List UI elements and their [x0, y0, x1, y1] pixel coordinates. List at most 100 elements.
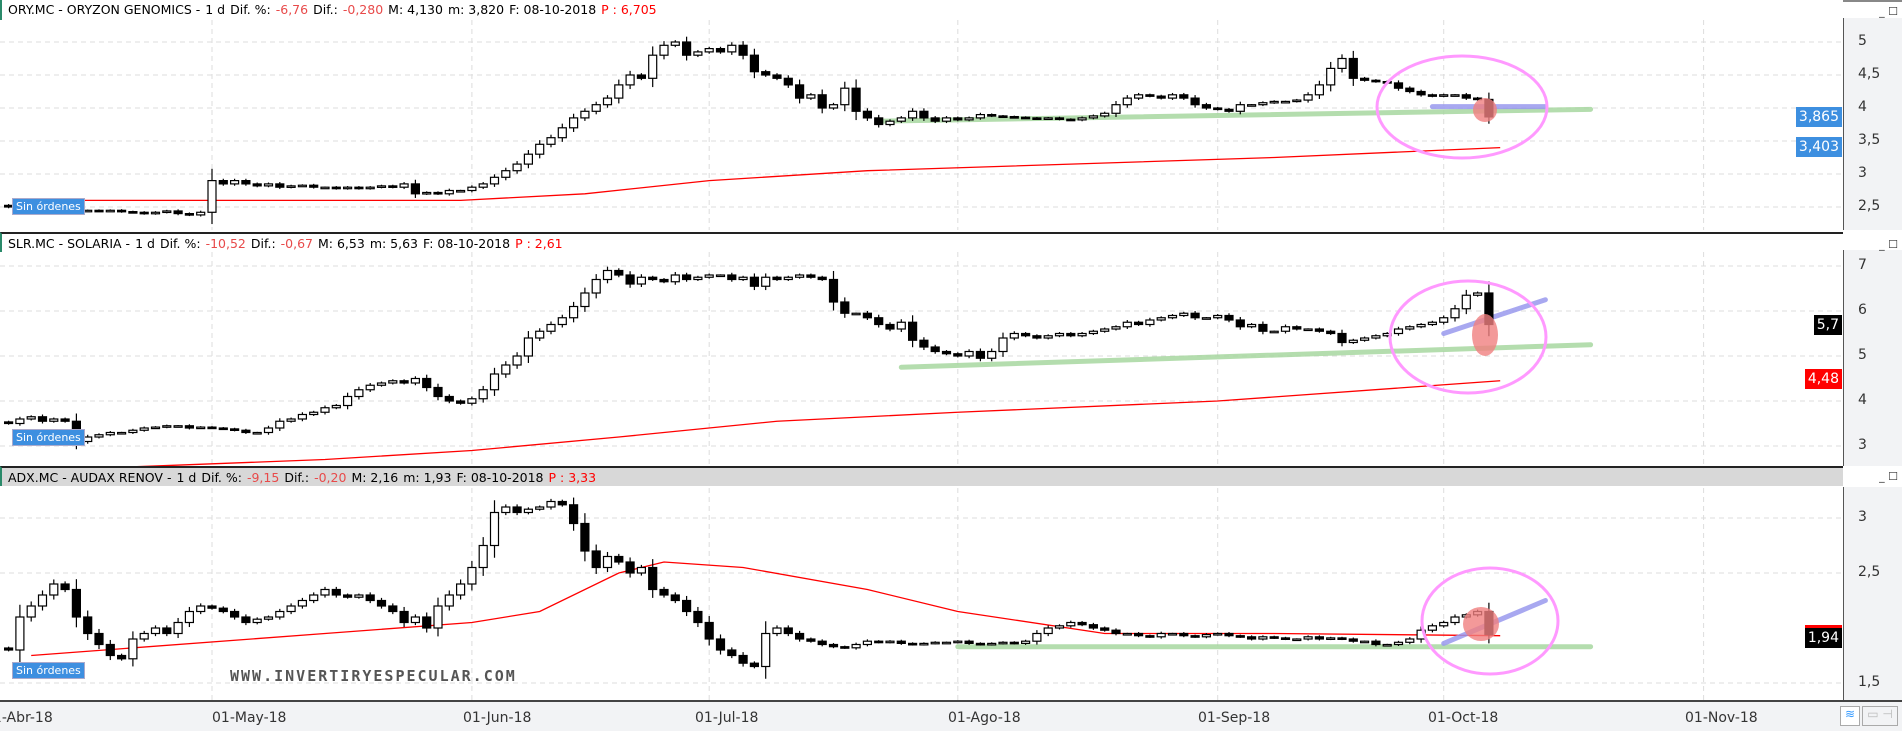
candle-body: [715, 47, 726, 53]
candle-body: [331, 186, 341, 190]
candle-body: [173, 425, 183, 428]
highlight-blob: [1463, 607, 1499, 641]
period: 1 d: [176, 470, 197, 485]
candle-body: [557, 127, 567, 139]
candle-body: [580, 292, 590, 308]
candle-body: [636, 276, 647, 285]
candle-body: [1292, 638, 1302, 642]
candle-body: [998, 115, 1008, 119]
price-axis-slr[interactable]: [1843, 250, 1902, 466]
candle-body: [139, 211, 149, 215]
price-axis-ory[interactable]: [1843, 18, 1902, 230]
candle-body: [128, 211, 138, 214]
candle-body: [1359, 640, 1370, 644]
candle-body: [1190, 97, 1200, 106]
candle-body: [1371, 79, 1381, 83]
candle-body: [896, 321, 906, 330]
candle-body: [1009, 332, 1019, 339]
candle-body: [26, 416, 36, 420]
date-label: 01-May-18: [212, 710, 287, 726]
candle-body: [196, 211, 206, 216]
candle-body: [636, 566, 647, 574]
chart-type-button[interactable]: ≋: [1840, 706, 1860, 726]
candle-body: [535, 330, 545, 339]
window-buttons-slr[interactable]: _ ☐: [1879, 238, 1898, 251]
candle-body: [150, 627, 161, 635]
candle-body: [150, 426, 161, 430]
candle-body: [1450, 616, 1460, 624]
candle-body: [659, 44, 669, 56]
candle-body: [489, 511, 500, 547]
candle-body: [1066, 332, 1076, 337]
label: Dif.:: [284, 470, 310, 485]
candle-body: [422, 377, 432, 389]
price-axis-adx[interactable]: [1843, 487, 1902, 700]
candle-body: [241, 616, 251, 624]
candle-body: [1122, 321, 1132, 328]
label: Dif. %:: [230, 2, 271, 17]
candle-body: [139, 427, 149, 431]
price-tick-label: 5: [1858, 347, 1867, 363]
candle-body: [862, 640, 873, 646]
candle-body: [286, 418, 296, 422]
candle-body: [343, 186, 353, 190]
candle-body: [116, 431, 127, 435]
candle-body: [591, 278, 601, 294]
candle-body: [1088, 115, 1099, 119]
candle-body: [794, 84, 805, 99]
candle-body: [1450, 94, 1460, 97]
candle-body: [252, 431, 262, 435]
max: M: 6,53: [318, 236, 365, 251]
orders-badge: Sin órdenes: [12, 198, 85, 215]
save-icon[interactable]: ▭ ⊣: [1862, 706, 1898, 726]
candle-body: [681, 599, 692, 613]
window-buttons-adx[interactable]: _ ☐: [1879, 470, 1898, 483]
candle-body: [975, 350, 986, 359]
dif: -0,20: [314, 470, 347, 485]
candle-body: [930, 641, 940, 645]
candle-body: [704, 274, 714, 278]
window-buttons-ory[interactable]: _ ☐: [1879, 5, 1898, 18]
date-label: 01-Jul-18: [695, 710, 759, 726]
candle-body: [625, 274, 635, 285]
candle-body: [1179, 94, 1189, 99]
candle-body: [1077, 117, 1087, 121]
candle-body: [907, 321, 918, 341]
candle-body: [806, 274, 816, 278]
candle-body: [727, 274, 737, 281]
candle-body: [388, 185, 398, 188]
candle-body: [1020, 332, 1031, 337]
candle-body: [1337, 637, 1347, 641]
candle-body: [614, 555, 624, 563]
candle-body: [1382, 643, 1392, 647]
candle-body: [1405, 326, 1415, 330]
candle-body: [1224, 108, 1234, 112]
candle-body: [738, 654, 748, 664]
candle-body: [60, 583, 70, 591]
candle-body: [1190, 635, 1200, 638]
p-value: P : 3,33: [548, 470, 597, 485]
candle-body: [1337, 332, 1347, 344]
candle-body: [1303, 636, 1313, 640]
candle-body: [444, 594, 454, 607]
candle-body: [930, 117, 940, 122]
candle-body: [975, 113, 986, 119]
date-label: 01-Abr-18: [0, 710, 53, 726]
candle-body: [456, 400, 466, 404]
candle-body: [930, 346, 940, 353]
candle-body: [1167, 314, 1178, 319]
candle-body: [761, 71, 771, 76]
candle-body: [1461, 294, 1471, 310]
candle-body: [1066, 621, 1076, 627]
date-axis: 01-Abr-18 01-May-18 01-Jun-18 01-Jul-18 …: [0, 700, 1902, 731]
candle-body: [309, 594, 319, 602]
candle-body: [365, 384, 375, 391]
candle-body: [37, 594, 48, 607]
candle-body: [331, 588, 341, 596]
candle-body: [1348, 339, 1358, 344]
candle-body: [896, 640, 906, 645]
panel-header-slr: SLR.MC - SOLARIA - 1 d Dif. %: -10,52 Dif.: -…: [0, 232, 1843, 252]
dif: -0,280: [342, 2, 384, 17]
candle-body: [862, 110, 873, 119]
